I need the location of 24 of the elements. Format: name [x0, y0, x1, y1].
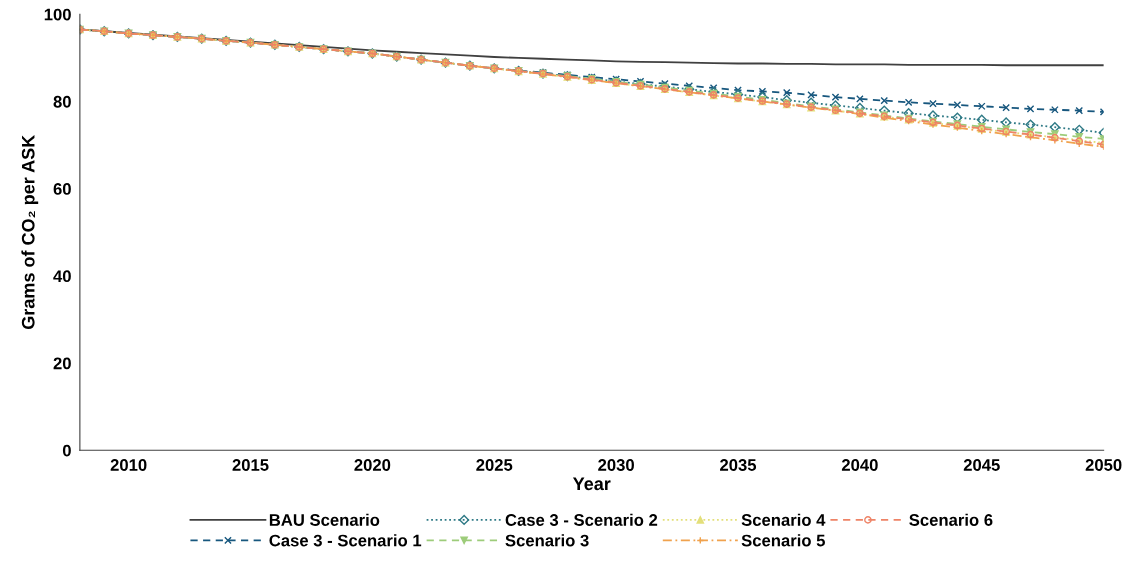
- x-tick-label: 2050: [1085, 459, 1122, 471]
- y-tick-label: 40: [53, 270, 71, 283]
- x-tick-label: 2010: [110, 459, 147, 471]
- x-tick-label: 2015: [232, 459, 269, 471]
- x-tick-label: 2020: [354, 459, 391, 471]
- y-tick-label: 80: [53, 95, 71, 108]
- x-tick-label: 2035: [720, 459, 757, 471]
- legend-label: Case 3 - Scenario 1: [269, 534, 422, 547]
- legend-label: Scenario 5: [741, 534, 825, 547]
- y-tick-label: 100: [44, 8, 71, 21]
- x-tick-label: 2040: [841, 459, 878, 471]
- x-tick-label: 2030: [598, 459, 634, 471]
- legend-label: Scenario 6: [909, 513, 993, 526]
- y-tick-label: 20: [53, 357, 71, 370]
- legend-label: Scenario 3: [505, 534, 589, 547]
- y-tick-label: 0: [62, 444, 71, 457]
- legend-label: BAU Scenario: [269, 513, 380, 526]
- x-tick-label: 2045: [963, 459, 1000, 471]
- legend-label: Scenario 4: [741, 513, 826, 526]
- y-axis-title: Grams of CO₂ per ASK: [21, 134, 39, 330]
- legend-label: Case 3 - Scenario 2: [505, 513, 658, 526]
- x-axis-title: Year: [572, 477, 611, 491]
- x-tick-label: 2025: [476, 459, 513, 471]
- y-tick-label: 60: [53, 183, 71, 195]
